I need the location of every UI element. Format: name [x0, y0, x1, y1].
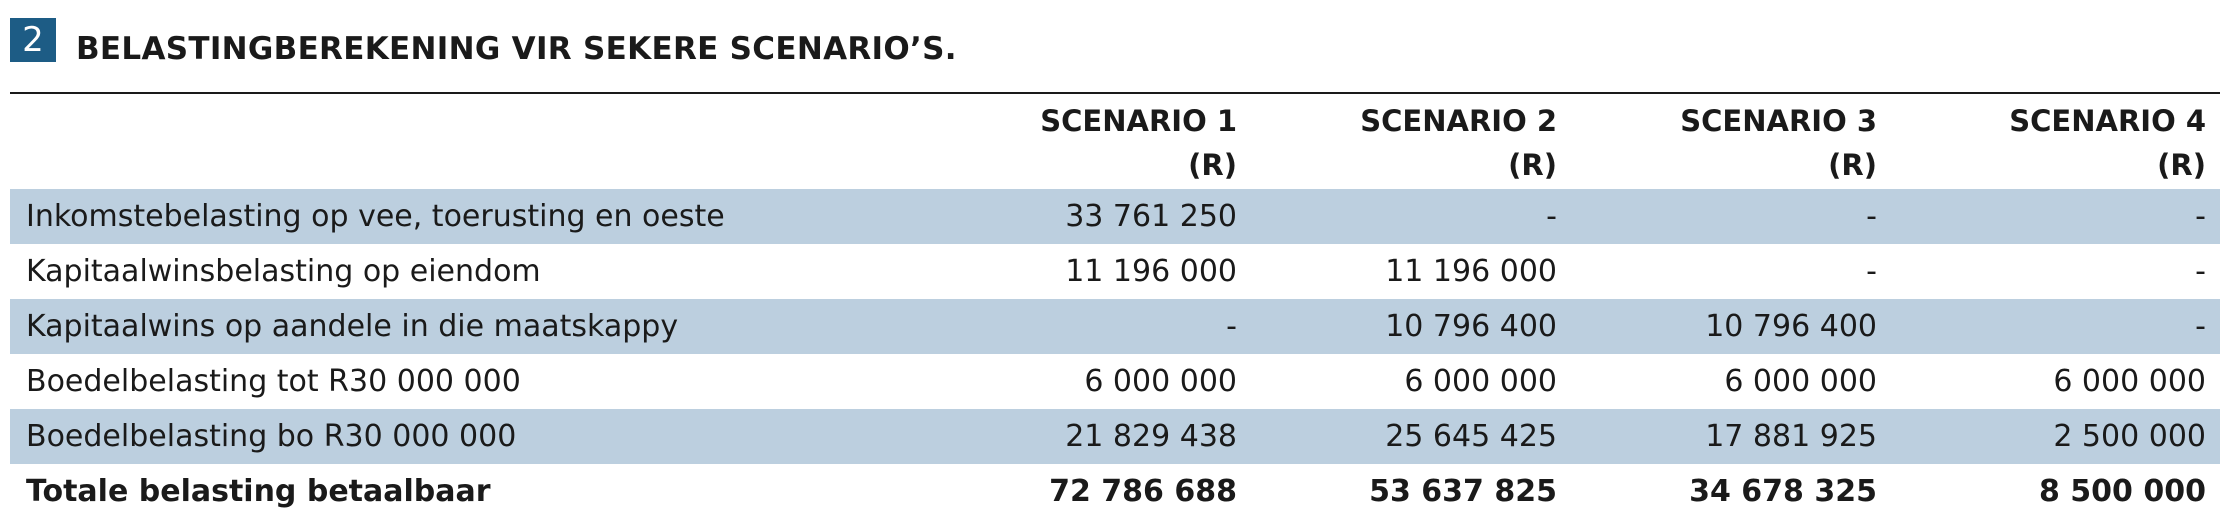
table-row: Kapitaalwins op aandele in die maatskapp…	[10, 299, 2220, 354]
table-cell: -	[1546, 199, 1557, 234]
table-header-row: SCENARIO 1 (R) SCENARIO 2 (R) SCENARIO 3…	[10, 96, 2220, 189]
total-label: Totale belasting betaalbaar	[26, 474, 491, 509]
table-cell: 11 196 000	[1385, 254, 1557, 289]
table-cell: -	[1866, 254, 1877, 289]
column-header-unit: (R)	[1508, 147, 1557, 182]
table-row: Kapitaalwinsbelasting op eiendom 11 196 …	[10, 244, 2220, 299]
table-cell: 2 500 000	[2053, 419, 2206, 454]
column-header-name: SCENARIO 3	[1680, 103, 1877, 138]
section-number-badge: 2	[10, 18, 56, 62]
section-title: BELASTINGBEREKENING VIR SEKERE SCENARIO’…	[76, 31, 957, 67]
table-cell: 6 000 000	[2053, 364, 2206, 399]
column-header-scenario-3: SCENARIO 3 (R)	[1571, 96, 1891, 189]
table-cell: 6 000 000	[1404, 364, 1557, 399]
column-header-name: SCENARIO 1	[1040, 103, 1237, 138]
column-header-scenario-4: SCENARIO 4 (R)	[1891, 96, 2220, 189]
table-cell: 10 796 400	[1385, 309, 1557, 344]
table-cell: 6 000 000	[1084, 364, 1237, 399]
header-divider	[10, 92, 2220, 94]
table-row: Boedelbelasting tot R30 000 000 6 000 00…	[10, 354, 2220, 409]
total-cell: 53 637 825	[1369, 474, 1557, 509]
row-label: Kapitaalwinsbelasting op eiendom	[26, 254, 541, 289]
column-header-unit: (R)	[1188, 147, 1237, 182]
table-cell: -	[1226, 309, 1237, 344]
table-cell: 33 761 250	[1065, 199, 1237, 234]
row-label: Boedelbelasting tot R30 000 000	[26, 364, 521, 399]
column-header-name: SCENARIO 2	[1360, 103, 1557, 138]
row-label: Boedelbelasting bo R30 000 000	[26, 419, 517, 454]
table-cell: 25 645 425	[1385, 419, 1557, 454]
table-row: Inkomstebelasting op vee, toerusting en …	[10, 189, 2220, 244]
table-cell: -	[2195, 309, 2206, 344]
column-header-scenario-1: SCENARIO 1 (R)	[1015, 96, 1251, 189]
column-header-unit: (R)	[1828, 147, 1877, 182]
table-cell: 17 881 925	[1705, 419, 1877, 454]
column-header-unit: (R)	[2157, 147, 2206, 182]
column-header-scenario-2: SCENARIO 2 (R)	[1251, 96, 1571, 189]
total-cell: 72 786 688	[1049, 474, 1237, 509]
column-header-name: SCENARIO 4	[2009, 103, 2206, 138]
table-cell: 6 000 000	[1724, 364, 1877, 399]
table-cell: -	[2195, 199, 2206, 234]
tax-scenario-table: SCENARIO 1 (R) SCENARIO 2 (R) SCENARIO 3…	[10, 96, 2220, 519]
total-row: Totale belasting betaalbaar 72 786 688 5…	[10, 464, 2220, 519]
table-row: Boedelbelasting bo R30 000 000 21 829 43…	[10, 409, 2220, 464]
table-cell: 10 796 400	[1705, 309, 1877, 344]
table-cell: -	[2195, 254, 2206, 289]
total-cell: 34 678 325	[1689, 474, 1877, 509]
label-column-header	[10, 96, 1015, 189]
table-cell: 21 829 438	[1065, 419, 1237, 454]
row-label: Kapitaalwins op aandele in die maatskapp…	[26, 309, 679, 344]
total-cell: 8 500 000	[2038, 474, 2206, 509]
table-cell: -	[1866, 199, 1877, 234]
row-label: Inkomstebelasting op vee, toerusting en …	[26, 199, 725, 234]
section-header: 2 BELASTINGBEREKENING VIR SEKERE SCENARI…	[10, 18, 957, 67]
table-cell: 11 196 000	[1065, 254, 1237, 289]
